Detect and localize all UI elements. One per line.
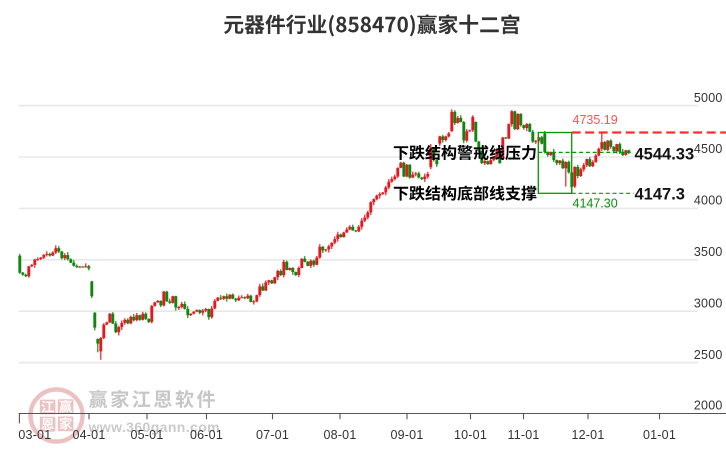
svg-text:4735.19: 4735.19 [573,113,618,127]
svg-text:4147.30: 4147.30 [573,197,618,211]
svg-text:4500: 4500 [694,142,723,156]
svg-text:10-01: 10-01 [454,428,487,442]
svg-text:4147.3: 4147.3 [635,186,685,204]
svg-text:3500: 3500 [694,245,723,259]
svg-text:12-01: 12-01 [572,428,605,442]
svg-text:05-01: 05-01 [131,428,164,442]
svg-text:03-01: 03-01 [18,428,51,442]
svg-text:www.360gann.com: www.360gann.com [88,419,221,435]
svg-text:07-01: 07-01 [256,428,289,442]
svg-text:4000: 4000 [694,194,723,208]
svg-text:3000: 3000 [694,296,723,310]
svg-text:08-01: 08-01 [324,428,357,442]
svg-text:06-01: 06-01 [190,428,223,442]
svg-text:2000: 2000 [694,399,723,413]
svg-text:01-01: 01-01 [643,428,676,442]
svg-text:4544.33: 4544.33 [635,146,695,164]
svg-text:2500: 2500 [694,348,723,362]
svg-text:04-01: 04-01 [73,428,106,442]
svg-text:5000: 5000 [694,91,723,105]
svg-text:11-01: 11-01 [507,428,539,442]
svg-text:09-01: 09-01 [391,428,424,442]
